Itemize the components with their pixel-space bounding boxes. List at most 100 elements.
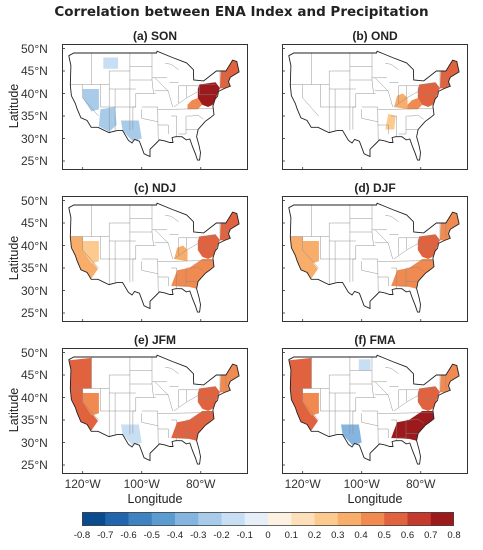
lat-tick-label: 35°N: [21, 109, 48, 123]
colorbar-tick-label: 0.3: [331, 530, 345, 541]
panel-title-ndj: (c) NDJ: [133, 181, 177, 195]
lat-tick-label: 50°N: [21, 41, 48, 56]
lon-tick-label: 80°W: [406, 477, 436, 491]
region-california: [290, 388, 318, 431]
region-southeast: [171, 259, 214, 289]
region-california: [70, 388, 98, 431]
map-panel-djf: [282, 196, 468, 322]
region-great-basin: [82, 241, 99, 264]
region-northern-plains: [358, 359, 371, 371]
colorbar-swatch: [361, 512, 385, 526]
map-panel-jfm: [62, 348, 248, 474]
colorbar-swatch: [268, 512, 292, 526]
region-texas-nm: [341, 424, 362, 446]
colorbar-frame: [82, 512, 454, 526]
region-southeast: [171, 411, 214, 441]
colorbar-swatch: [291, 512, 315, 526]
region-appalachian: [187, 98, 203, 110]
colorbar: [82, 512, 454, 526]
colorbar-tick-label: 0.1: [284, 530, 298, 541]
lat-tick-label: 30°N: [21, 283, 48, 298]
lat-tick-label: 25°N: [21, 458, 48, 472]
lat-tick-label: 40°N: [21, 390, 48, 405]
y-axis-label: Latitude: [7, 387, 21, 433]
region-new-england: [440, 364, 460, 393]
correlation-regions: [69, 357, 240, 446]
colorbar-swatch: [337, 512, 362, 526]
lat-tick-label: 40°N: [21, 86, 48, 101]
region-pacific-northwest: [289, 357, 312, 389]
map-panel-ndj: [62, 196, 248, 322]
map-panel-ond: [282, 44, 468, 170]
map-panel-son: [62, 44, 248, 170]
colorbar-swatch: [151, 512, 176, 526]
conus-land: [288, 51, 460, 161]
region-southwest: [98, 107, 117, 132]
lat-tick-label: 40°N: [21, 238, 48, 253]
colorbar-tick-label: -0.2: [213, 530, 230, 541]
colorbar-tick-label: 0.8: [447, 530, 461, 541]
x-axis-label: Longitude: [347, 492, 403, 506]
state-borders: [290, 357, 447, 444]
colorbar-tick-label: 0: [265, 530, 271, 541]
lon-tick-label: 120°W: [284, 477, 321, 491]
colorbar-swatch: [82, 512, 106, 526]
colorbar-swatch: [105, 512, 129, 526]
region-southeast: [391, 411, 434, 441]
colorbar-swatch: [244, 512, 269, 526]
panel-title-jfm: (e) JFM: [134, 333, 176, 347]
region-northern-rockies: [103, 57, 119, 69]
colorbar-tick-label: -0.1: [236, 530, 253, 541]
region-great-basin: [82, 393, 99, 416]
region-new-england: [440, 212, 460, 241]
colorbar-tick-label: 0.5: [377, 530, 391, 541]
colorbar-swatch: [198, 512, 222, 526]
state-borders: [70, 357, 227, 444]
colorbar-tick-label: -0.7: [97, 530, 114, 541]
lat-tick-label: 45°N: [21, 216, 48, 230]
region-southeast: [391, 259, 434, 289]
conus-outline: [68, 354, 240, 465]
region-california: [290, 236, 318, 279]
colorbar-tick-label: -0.3: [190, 530, 207, 541]
lat-tick-label: 35°N: [21, 261, 48, 275]
panel-title-son: (a) SON: [132, 29, 178, 43]
region-california: [70, 236, 98, 279]
panel-title-djf: (d) DJF: [354, 181, 396, 195]
y-axis-label: Latitude: [7, 83, 21, 129]
x-axis-label: Longitude: [127, 492, 183, 506]
colorbar-tick-label: -0.6: [120, 530, 137, 541]
conus-outline: [288, 202, 460, 313]
colorbar-tick-label: -0.8: [73, 530, 91, 541]
lat-tick-label: 30°N: [21, 131, 48, 146]
region-new-england: [440, 60, 460, 89]
conus-outline: [68, 50, 240, 161]
colorbar-tick-label: 0.6: [400, 530, 415, 541]
lat-tick-label: 50°N: [21, 345, 48, 360]
lat-tick-label: 30°N: [21, 435, 48, 450]
conus-outline: [288, 50, 460, 161]
colorbar-swatch: [314, 512, 339, 526]
panel-title-fma: (f) FMA: [354, 333, 396, 347]
lat-tick-label: 45°N: [21, 64, 48, 78]
colorbar-tick-label: -0.4: [166, 530, 184, 541]
lon-tick-label: 100°W: [123, 477, 160, 491]
colorbar-swatch: [384, 512, 408, 526]
colorbar-tick-label: -0.5: [143, 530, 160, 541]
state-borders: [70, 205, 227, 292]
colorbar-tick-label: 0.2: [307, 530, 322, 541]
colorbar-tick-label: 0.4: [354, 530, 368, 541]
region-great-basin: [302, 393, 319, 416]
region-pacific-northwest: [69, 357, 92, 389]
colorbar-tick-label: 0.7: [424, 530, 438, 541]
map-panel-fma: [282, 348, 468, 474]
figure-title: Correlation between ENA Index and Precip…: [54, 4, 429, 20]
lat-tick-label: 45°N: [21, 368, 48, 382]
correlation-regions: [290, 212, 460, 289]
region-new-england: [220, 364, 240, 393]
conus-land: [68, 51, 240, 161]
lat-tick-label: 35°N: [21, 413, 48, 427]
lat-tick-label: 50°N: [21, 193, 48, 208]
region-ohio-valley: [394, 93, 408, 110]
region-appalachian: [407, 98, 423, 110]
